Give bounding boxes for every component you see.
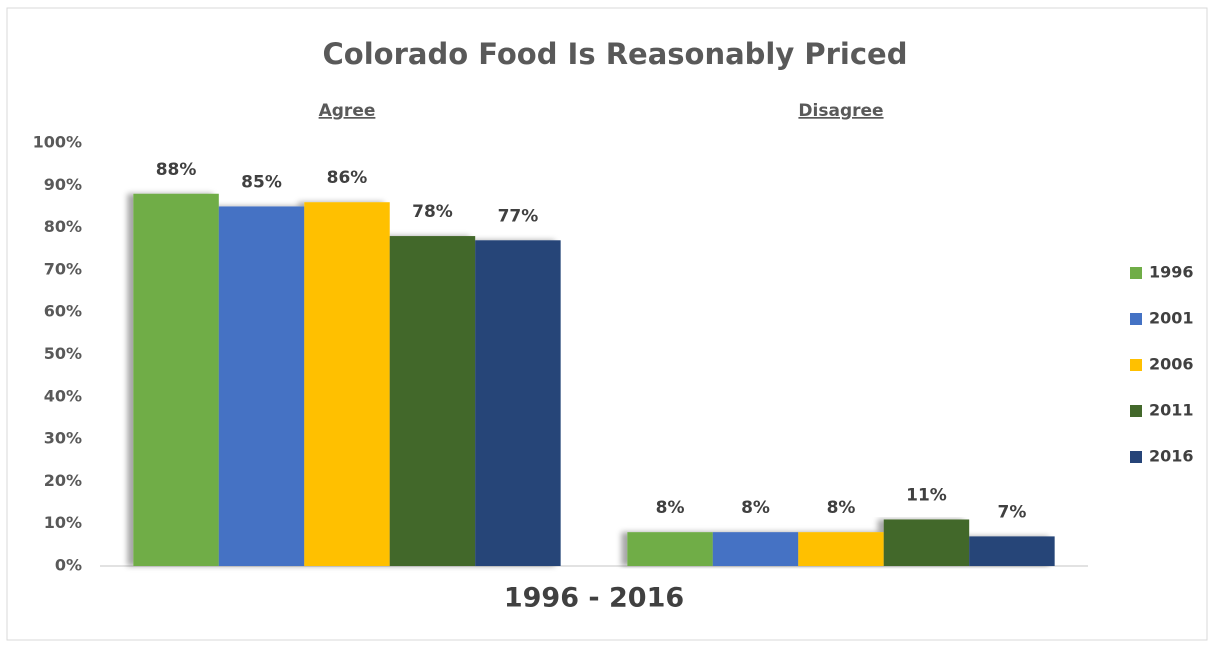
bar (218, 206, 305, 566)
y-tick-label: 10% (44, 513, 82, 532)
legend-label: 2006 (1149, 355, 1194, 374)
y-tick-label: 80% (44, 217, 82, 236)
y-tick-label: 50% (44, 344, 82, 363)
bar (304, 202, 390, 566)
bar (389, 236, 476, 566)
legend-label: 1996 (1149, 263, 1194, 282)
category-label: Agree (319, 101, 376, 121)
category-label: Disagree (798, 101, 883, 121)
bar-group (627, 519, 1055, 566)
legend-label: 2016 (1149, 447, 1194, 466)
y-tick-label: 40% (44, 386, 82, 405)
value-label: 77% (498, 206, 539, 226)
value-label: 8% (656, 498, 685, 518)
bar-group (133, 193, 561, 567)
bar (712, 532, 799, 566)
bar (883, 519, 970, 566)
x-axis-title: 1996 - 2016 (504, 583, 684, 614)
bar (798, 532, 884, 566)
value-label: 7% (997, 502, 1026, 522)
legend-label: 2011 (1149, 401, 1194, 420)
legend-swatch (1130, 451, 1142, 463)
y-tick-label: 30% (44, 429, 82, 448)
bar (627, 532, 713, 566)
legend-swatch (1130, 267, 1142, 279)
legend-label: 2001 (1149, 309, 1194, 328)
bar (133, 193, 219, 566)
value-label: 85% (241, 172, 282, 192)
y-tick-label: 60% (44, 302, 82, 321)
legend-swatch (1130, 405, 1142, 417)
bar (969, 536, 1055, 566)
y-tick-label: 100% (33, 133, 82, 152)
chart-title: Colorado Food Is Reasonably Priced (323, 37, 908, 71)
value-label: 78% (412, 202, 453, 222)
value-label: 88% (156, 160, 197, 180)
value-label: 11% (906, 485, 947, 505)
bar (475, 240, 561, 567)
y-tick-label: 70% (44, 259, 82, 278)
value-label: 8% (741, 498, 770, 518)
value-label: 86% (327, 168, 368, 188)
y-tick-label: 20% (44, 471, 82, 490)
legend-swatch (1130, 359, 1142, 371)
legend-swatch (1130, 313, 1142, 325)
value-label: 8% (827, 498, 856, 518)
y-tick-label: 90% (44, 175, 82, 194)
y-tick-label: 0% (55, 556, 82, 575)
